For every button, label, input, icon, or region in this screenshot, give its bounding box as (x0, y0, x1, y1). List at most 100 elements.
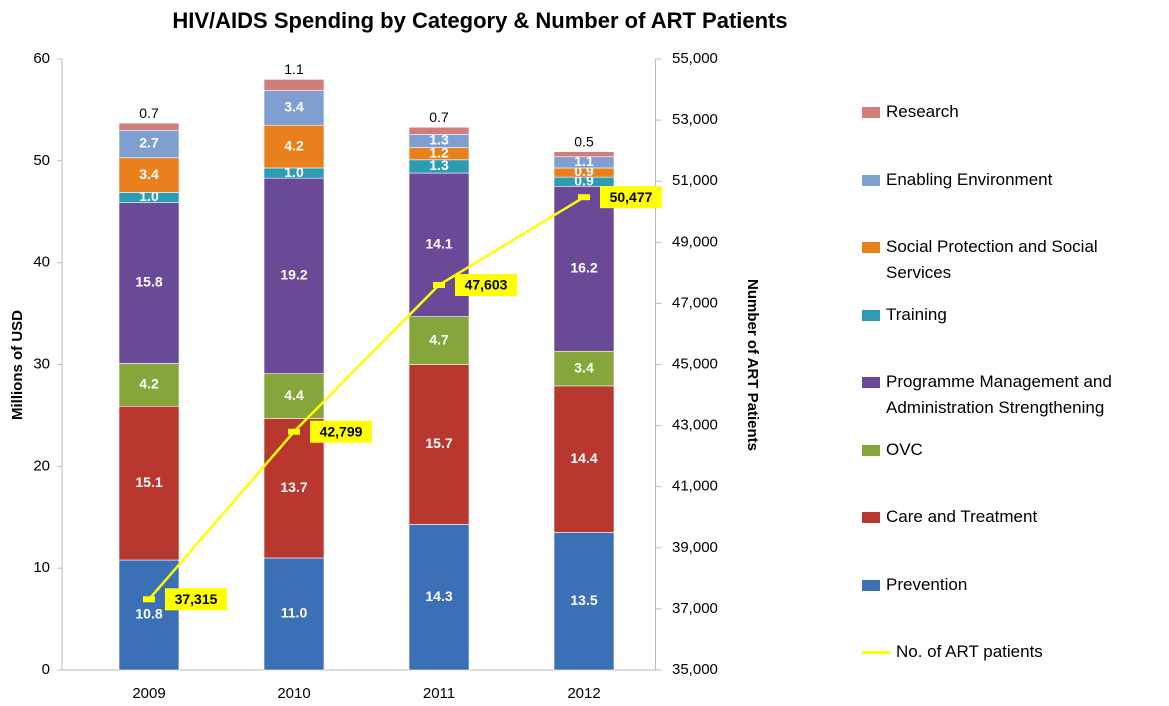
line-label: 47,603 (465, 277, 508, 293)
legend-swatch (862, 444, 880, 456)
bar-segment (553, 185, 615, 352)
bar-segment (408, 126, 470, 135)
legend-swatch (862, 242, 880, 253)
legend-swatch (862, 309, 880, 321)
data-label: 3.4 (574, 359, 594, 375)
legend-swatch (862, 651, 890, 654)
legend-item: No. of ART patients (862, 639, 1167, 665)
data-label: 0.7 (429, 109, 449, 125)
y-tick-label: 40 (33, 254, 50, 271)
y-tick-label: 50 (33, 152, 50, 169)
data-label: 11.0 (281, 605, 308, 621)
data-label: 10.8 (135, 606, 162, 622)
y-tick-label: 10 (33, 559, 50, 576)
y2-tick-label: 41,000 (672, 478, 718, 495)
data-label: 3.4 (139, 166, 159, 182)
legend-item: Programme Management and Administration … (862, 369, 1167, 421)
y2-tick-label: 39,000 (672, 539, 718, 556)
legend-label: Research (886, 102, 959, 121)
y-tick-label: 20 (33, 457, 50, 474)
data-label: 4.2 (284, 137, 304, 153)
data-label: 4.4 (284, 387, 304, 403)
y2-tick-label: 43,000 (672, 417, 718, 434)
bar-segment (263, 124, 325, 169)
legend-item: OVC (862, 437, 1167, 463)
legend-swatch (862, 107, 880, 118)
legend-label: Prevention (886, 574, 968, 594)
legend-item: Prevention (862, 572, 1167, 598)
legend-swatch (862, 174, 880, 186)
legend-item: Research (862, 99, 1167, 125)
bar-segment (553, 151, 615, 158)
legend-swatch (862, 377, 880, 388)
legend-item: Training (862, 302, 1167, 328)
data-label: 14.3 (425, 588, 452, 604)
bar-segment (118, 405, 180, 561)
y2-tick-label: 53,000 (672, 111, 718, 128)
y2-axis-title: Number of ART Patients (744, 279, 761, 451)
data-label: 2.7 (139, 135, 159, 151)
line-label: 37,315 (175, 591, 218, 607)
y-tick-label: 30 (33, 355, 50, 372)
legend-label: Care and Treatment (886, 507, 1038, 526)
x-tick-label: 2012 (567, 685, 600, 702)
data-label: 15.7 (425, 435, 452, 451)
bar-segment (118, 122, 180, 131)
line-marker (433, 281, 445, 288)
data-label: 14.4 (570, 450, 597, 466)
line-marker (288, 428, 300, 435)
label-box (455, 273, 517, 296)
data-label: 1.3 (429, 157, 449, 173)
legend-label: OVC (886, 439, 923, 459)
bar-segment (263, 90, 325, 126)
legend-swatch (862, 512, 880, 523)
data-label: 14.1 (425, 236, 452, 252)
legend-label: Programme Management and Administration … (886, 372, 1112, 417)
x-tick-label: 2009 (132, 685, 165, 702)
bar-segment (553, 385, 615, 533)
y2-tick-label: 47,000 (672, 294, 718, 311)
data-label: 3.4 (284, 99, 304, 115)
label-box (310, 420, 372, 443)
bar-segment (263, 177, 325, 374)
data-label: 1.3 (429, 132, 449, 148)
x-tick-label: 2011 (423, 685, 455, 702)
y-tick-label: 60 (33, 50, 50, 67)
legend-item: Care and Treatment (862, 504, 1167, 530)
data-label: 1.1 (574, 153, 594, 169)
bar-segment (553, 532, 615, 671)
data-label: 0.5 (574, 133, 594, 149)
bar-segment (408, 316, 470, 365)
data-label: 13.7 (280, 479, 307, 495)
data-label: 4.2 (139, 376, 159, 392)
bar-segment (263, 79, 325, 91)
data-label: 13.5 (570, 592, 597, 608)
y2-tick-label: 49,000 (672, 233, 718, 250)
legend-item: Enabling Environment (862, 167, 1167, 193)
legend-label: Training (886, 304, 947, 324)
line-label: 50,477 (610, 189, 653, 205)
legend-swatch (862, 579, 880, 591)
x-tick-label: 2010 (277, 685, 310, 702)
chart-title: HIV/AIDS Spending by Category & Number o… (172, 8, 787, 33)
y2-tick-label: 51,000 (672, 172, 718, 189)
data-label: 16.2 (570, 259, 597, 275)
bar-segment (118, 129, 180, 159)
y2-tick-label: 35,000 (672, 661, 718, 678)
data-label: 15.8 (135, 274, 162, 290)
line (148, 196, 585, 601)
data-label: 0.7 (139, 105, 159, 121)
data-label: 15.1 (135, 474, 162, 490)
data-label: 1.2 (429, 144, 449, 160)
legend-item: Social Protection and Social Services (862, 234, 1167, 286)
data-label: 1.1 (284, 61, 304, 77)
y2-tick-label: 37,000 (672, 600, 718, 617)
line-marker (143, 596, 155, 603)
bar-segment (408, 364, 470, 525)
bar-segment (118, 157, 180, 193)
data-label: 4.7 (429, 331, 449, 347)
legend-label: Enabling Environment (886, 169, 1053, 189)
bar-segment (408, 524, 470, 671)
